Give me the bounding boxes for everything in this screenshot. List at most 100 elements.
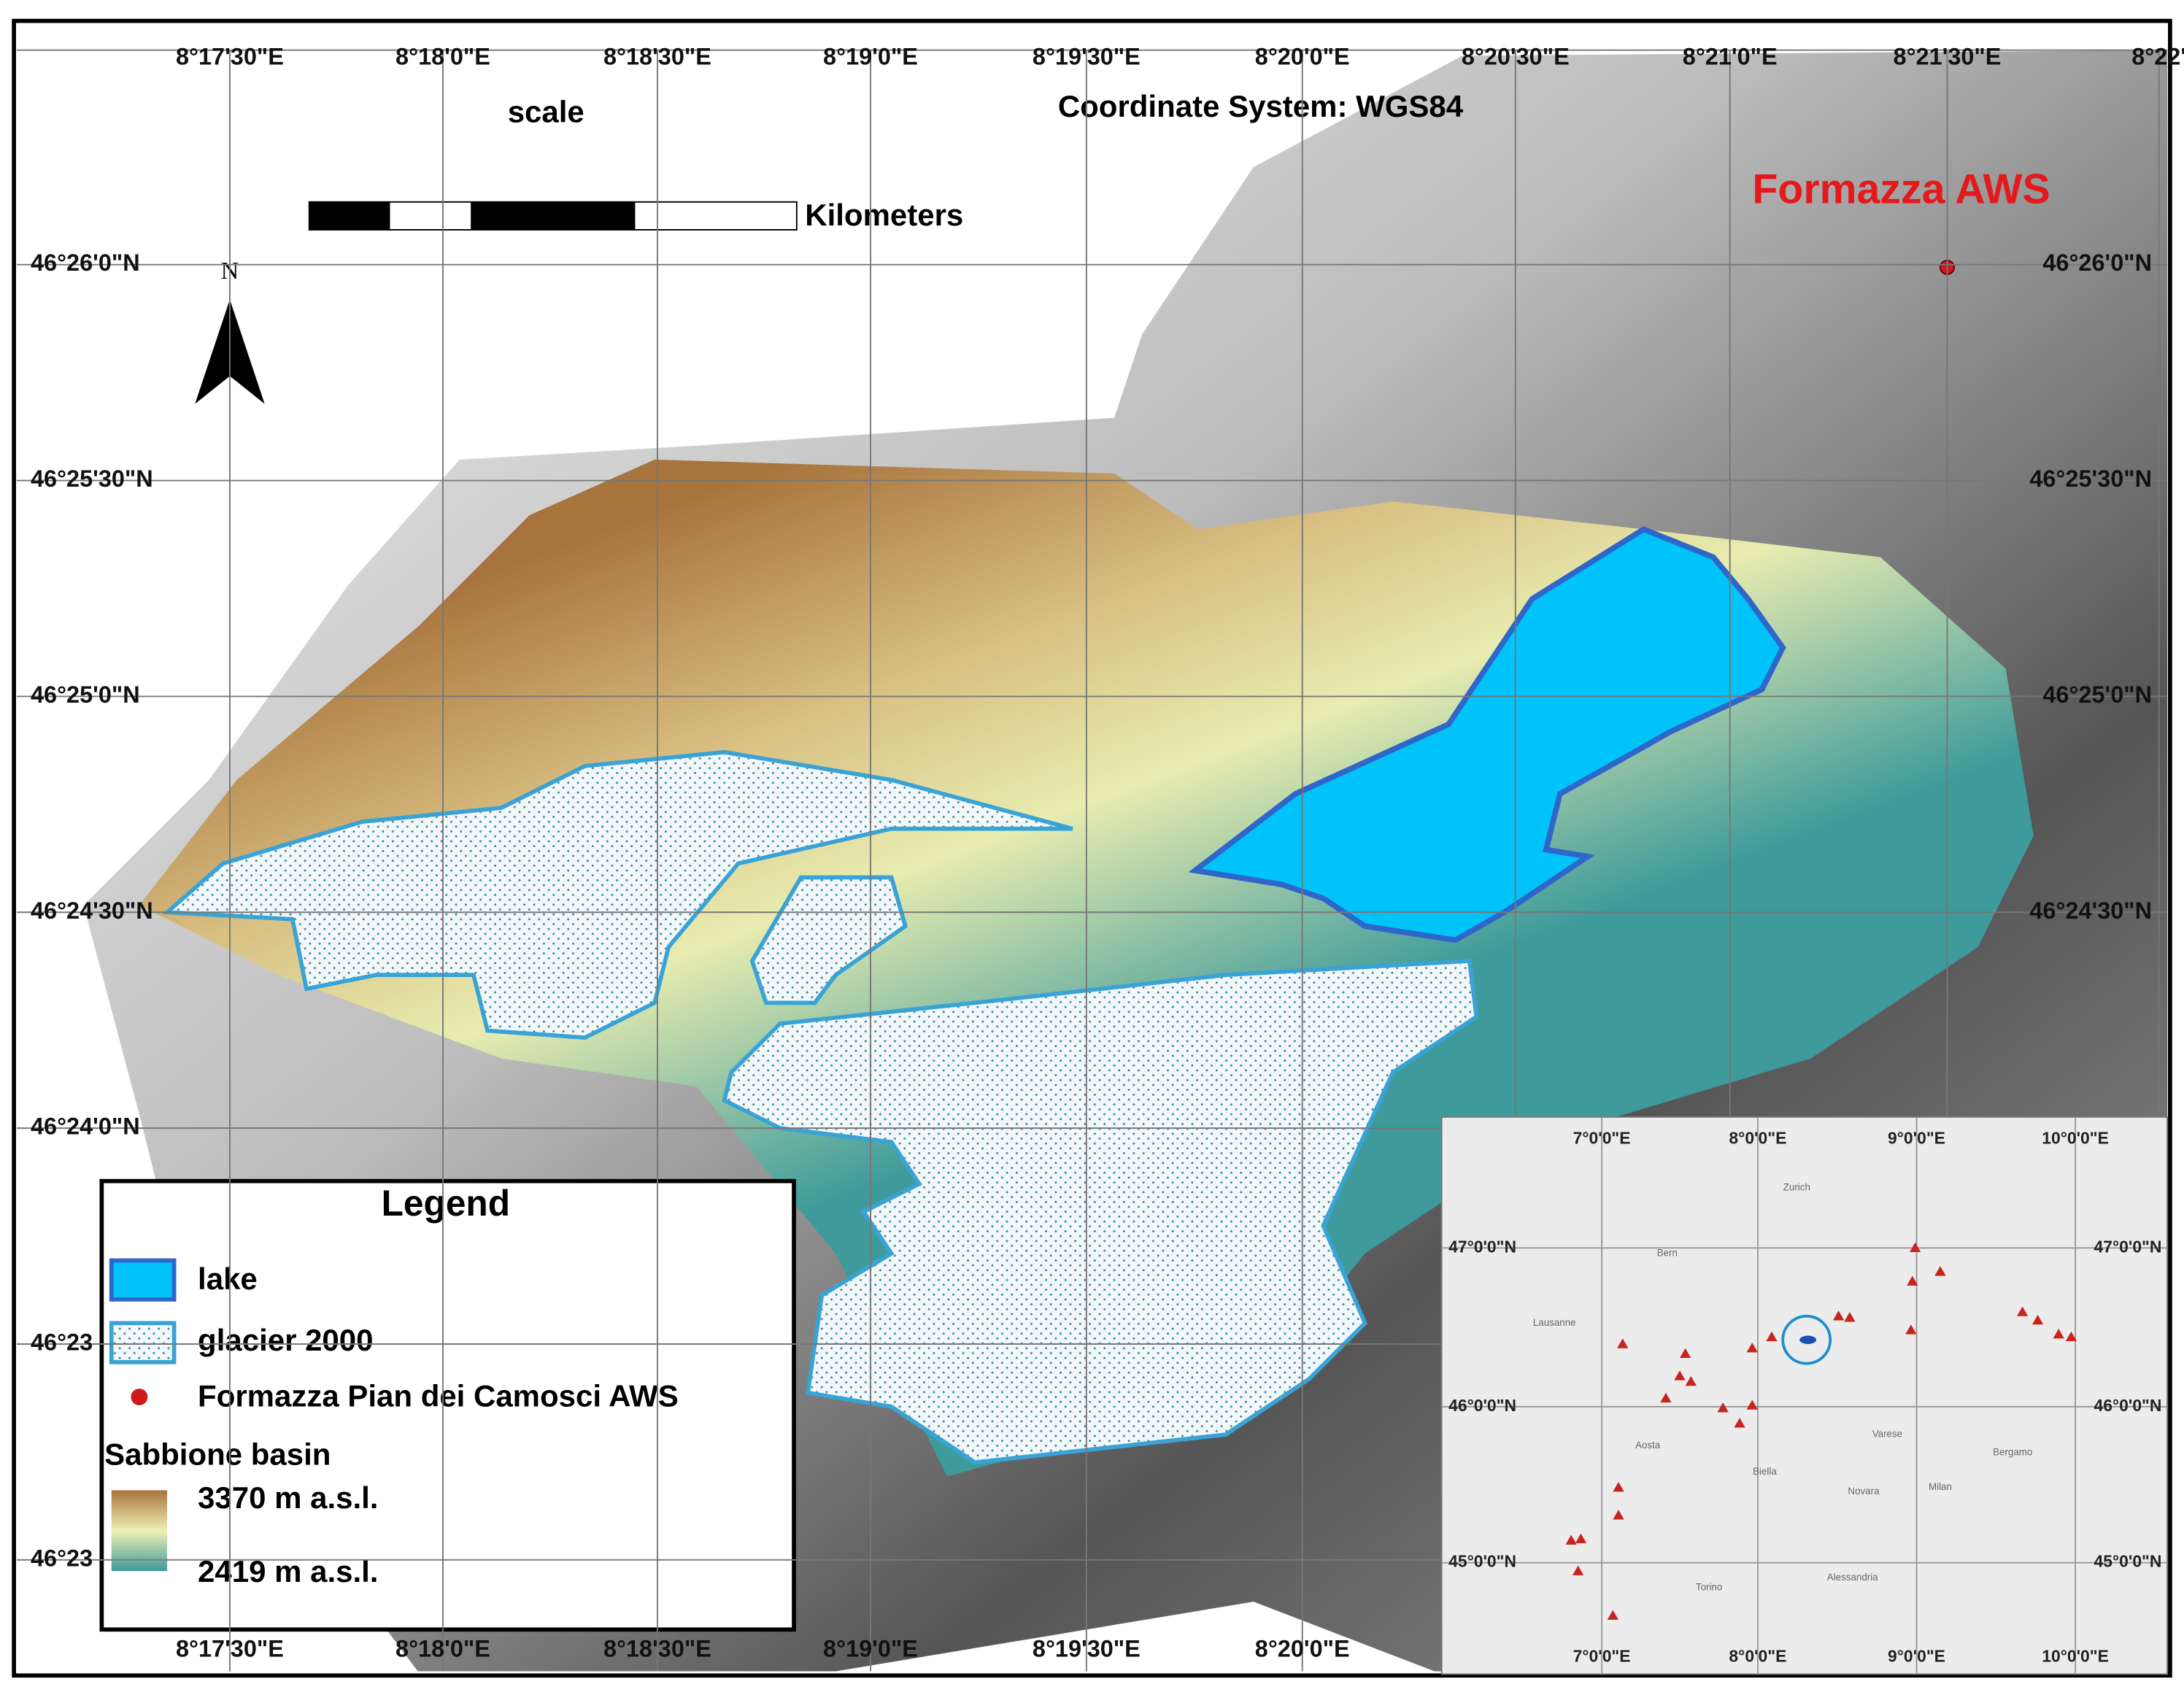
legend-swatch (109, 1258, 177, 1302)
lon-label: 8°19'30"E (1033, 44, 1141, 70)
lon-label: 8°21'0"E (1683, 44, 1778, 70)
lon-label: 8°17'30"E (176, 1635, 284, 1661)
lon-label: 8°19'0"E (823, 44, 918, 70)
inset-station (1766, 1331, 1778, 1342)
inset-frame (1440, 1116, 2169, 1675)
inset-station (1734, 1418, 1745, 1428)
legend-ramp (111, 1490, 168, 1572)
inset-station (1909, 1242, 1921, 1253)
lat-label: 46°25'0"N (31, 682, 140, 708)
lon-label: 8°18'0"E (395, 1635, 490, 1661)
inset-station (2065, 1331, 2077, 1342)
lake (1188, 526, 1786, 943)
lat-label: 46°24'30"N (31, 897, 153, 924)
legend: Legend lake glacier 2000 Formazza Pian d… (99, 1178, 796, 1632)
inset-station (1934, 1266, 1946, 1276)
inset-lat-label: 46°0'0"N (1448, 1396, 1516, 1415)
inset-station (2031, 1314, 2044, 1325)
inset-station (1832, 1310, 1845, 1321)
inset-station (1613, 1481, 1624, 1492)
lon-label: 8°18'0"E (395, 44, 490, 70)
legend-label: glacier 2000 (198, 1323, 373, 1357)
lat-label: 46°24'0"N (31, 1113, 140, 1140)
inset-station (1746, 1343, 1758, 1353)
lat-label: 46°23 (31, 1329, 93, 1356)
lon-label: 8°17'30"E (176, 44, 284, 70)
legend-label: Formazza Pian dei Camosci AWS (198, 1379, 679, 1413)
inset-station (1746, 1399, 1758, 1410)
inset-lon-label: 8°0'0"E (1729, 1128, 1786, 1147)
glacier (722, 959, 1479, 1465)
inset-place: Varese (1872, 1429, 1902, 1440)
inset-place: Novara (1848, 1486, 1880, 1497)
inset-station (1613, 1510, 1624, 1520)
lat-label: 46°23 (31, 1545, 93, 1571)
lat-label: 46°25'30"N (31, 466, 153, 492)
legend-subtitle: Sabbione basin (104, 1437, 331, 1472)
scale-unit: Kilometers (805, 198, 963, 232)
glacier (161, 749, 1073, 1040)
inset-station (1617, 1338, 1629, 1348)
inset-station (1573, 1565, 1584, 1575)
inset-place: Zurich (1783, 1182, 1810, 1193)
inset-station (1575, 1533, 1587, 1543)
inset-lon-label: 10°0'0"E (2042, 1128, 2109, 1147)
inset-lon-label: 7°0'0"E (1573, 1128, 1631, 1147)
inset-place: Biella (1753, 1466, 1777, 1477)
inset-lat-label: 47°0'0"N (1448, 1237, 1516, 1256)
coordinate-system: Coordinate System: WGS84 (1058, 89, 1464, 123)
scale-title: scale (508, 95, 584, 129)
inset-station (1905, 1324, 1917, 1335)
inset-lat-label: 45°0'0"N (2094, 1552, 2162, 1571)
inset-station (1565, 1534, 1577, 1545)
lon-label: 8°19'30"E (1033, 1635, 1141, 1661)
station-label: Formazza AWS (1752, 166, 2050, 213)
lon-label: 8°18'30"E (603, 44, 711, 70)
lon-label: 8°20'0"E (1255, 1635, 1350, 1661)
scale-segment (471, 201, 636, 230)
inset-station (2016, 1306, 2029, 1316)
lon-label: 8°22' (2131, 44, 2184, 70)
lon-label: 8°19'0"E (823, 1635, 918, 1661)
lon-label: 8°18'30"E (603, 1635, 711, 1661)
inset-basin (1799, 1335, 1817, 1344)
legend-swatch (131, 1389, 148, 1405)
inset-map: 7°0'0"E 7°0'0"E 8°0'0"E 8°0'0"E 9°0'0"E 9°0'0… (1440, 1116, 2169, 1675)
lat-label: 46°25'0"N (2042, 682, 2152, 708)
inset-lon-label: 8°0'0"E (1729, 1647, 1786, 1666)
inset-station (1844, 1312, 1856, 1322)
legend-label: 3370 m a.s.l. (198, 1480, 378, 1515)
inset-station (1660, 1392, 1672, 1403)
inset-highlight (1781, 1314, 1832, 1365)
inset-station (1674, 1370, 1686, 1381)
lon-label: 8°20'30"E (1462, 44, 1570, 70)
inset-lat-label: 46°0'0"N (2094, 1396, 2162, 1415)
inset-place: Milan (1929, 1481, 1952, 1492)
inset-station (1680, 1348, 1691, 1359)
legend-swatch (109, 1321, 177, 1364)
inset-lat-label: 47°0'0"N (2094, 1237, 2162, 1256)
inset-lon-label: 10°0'0"E (2042, 1647, 2109, 1666)
legend-title: Legend (382, 1183, 510, 1224)
inset-lon-label: 9°0'0"E (1888, 1647, 1945, 1666)
lat-label: 46°25'30"N (2029, 466, 2152, 492)
scale-bar (308, 201, 798, 231)
inset-place: Aosta (1635, 1440, 1661, 1451)
scale-segment (309, 201, 390, 230)
inset-lon-label: 9°0'0"E (1888, 1128, 1945, 1147)
lon-label: 8°20'0"E (1255, 44, 1350, 70)
inset-lon-label: 7°0'0"E (1573, 1647, 1631, 1666)
inset-station (2053, 1328, 2064, 1339)
inset-station (1607, 1610, 1619, 1620)
inset-station (1907, 1275, 1918, 1286)
lat-label: 46°26'0"N (2042, 250, 2152, 276)
lat-label: 46°24'30"N (2029, 897, 2152, 924)
inset-station (1717, 1402, 1729, 1413)
inset-station (1685, 1375, 1697, 1386)
inset-place: Alessandria (1827, 1572, 1878, 1583)
lon-label: 8°21'30"E (1894, 44, 2002, 70)
lat-label: 46°26'0"N (31, 250, 140, 276)
inset-place: Torino (1696, 1582, 1722, 1593)
